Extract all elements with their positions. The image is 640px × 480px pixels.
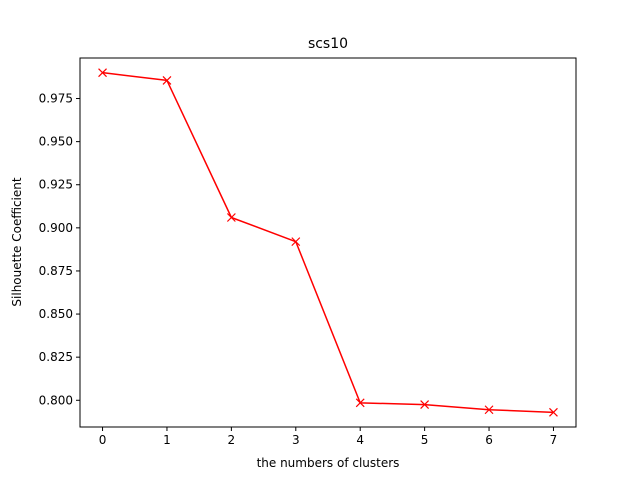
data-point-marker (549, 407, 558, 417)
y-tick-label: 0.975 (39, 92, 73, 106)
y-tick-label: 0.900 (39, 221, 73, 235)
chart-title: scs10 (308, 36, 348, 52)
data-point-marker (98, 68, 107, 78)
x-tick-label: 2 (228, 433, 236, 447)
x-tick-label: 0 (99, 433, 107, 447)
plot-area: 0 1 2 3 4 5 6 7 0.800 0.825 0.850 0.875 0.900 0.925 0.… (39, 68, 558, 447)
y-tick-label: 0.925 (39, 178, 73, 192)
data-point-marker (291, 237, 301, 247)
x-tick-label: 5 (421, 433, 429, 447)
x-tick-label: 6 (485, 433, 493, 447)
x-tick-label: 3 (292, 433, 300, 447)
data-point-marker (484, 405, 494, 415)
x-tick-label: 1 (163, 433, 171, 447)
series-line (102, 71, 554, 414)
data-point-marker (226, 213, 236, 222)
x-tick-label: 4 (356, 433, 364, 447)
y-tick-label: 0.875 (39, 264, 73, 278)
y-axis-label: Silhouette Coefficient (10, 177, 24, 306)
x-tick-label: 7 (550, 433, 558, 447)
y-tick-label: 0.850 (39, 307, 73, 321)
data-point-marker (355, 398, 365, 408)
y-tick-label: 0.825 (39, 350, 73, 364)
x-axis-label: the numbers of clusters (257, 456, 400, 470)
plot-frame (79, 57, 577, 428)
y-tick-label: 0.800 (39, 393, 73, 407)
y-tick-label: 0.950 (39, 135, 73, 149)
data-point-marker (420, 400, 430, 410)
data-point-marker (162, 75, 172, 85)
